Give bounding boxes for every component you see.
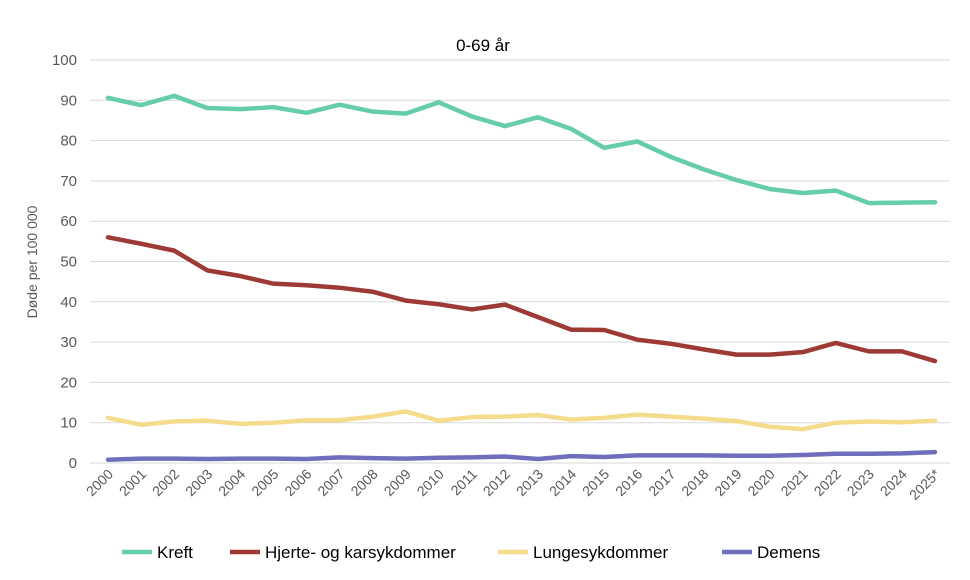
legend-item: Demens — [722, 543, 820, 562]
x-tick-label: 2018 — [678, 466, 711, 499]
x-tick-label: 2003 — [182, 466, 215, 499]
chart-title: 0-69 år — [456, 36, 510, 55]
series-line-hjerte-og-karsykdommer — [105, 235, 938, 364]
x-tick-labels: 2000 2001 2002 2003 2004 2005 2006 2007 2008 2009… — [83, 465, 944, 503]
y-tick-label: 60 — [60, 213, 77, 230]
legend-label: Hjerte- og karsykdommer — [265, 543, 456, 562]
x-tick-label: 2001 — [116, 466, 149, 499]
x-tick-label: 2008 — [347, 466, 380, 499]
x-tick-label: 2020 — [744, 466, 777, 499]
legend-item: Hjerte- og karsykdommer — [230, 543, 456, 562]
y-tick-label: 20 — [60, 374, 77, 391]
y-tick-label: 70 — [60, 173, 77, 190]
legend-item: Lungesykdommer — [498, 543, 668, 562]
x-tick-label: 2009 — [380, 466, 413, 499]
x-tick-label: 2012 — [480, 466, 513, 499]
series-line-demens — [105, 449, 938, 463]
y-tick-label: 0 — [69, 455, 77, 472]
x-tick-label: 2023 — [844, 466, 877, 499]
x-tick-label: 2019 — [711, 466, 744, 499]
y-tick-label: 40 — [60, 294, 77, 311]
x-tick-label: 2000 — [83, 466, 116, 499]
y-tick-label: 50 — [60, 254, 77, 271]
x-tick-label: 2004 — [215, 466, 248, 499]
series-lines — [105, 93, 938, 463]
x-tick-label: 2024 — [877, 466, 910, 499]
y-tick-label: 80 — [60, 133, 77, 150]
y-tick-labels: 0 10 20 30 40 50 60 70 80 90 100 — [52, 52, 77, 472]
x-tick-label: 2022 — [811, 466, 844, 499]
y-tick-label: 90 — [60, 92, 77, 109]
legend-label: Lungesykdommer — [533, 543, 668, 562]
x-tick-label: 2011 — [447, 466, 480, 499]
x-tick-label: 2015 — [579, 466, 612, 499]
x-tick-label: 2002 — [149, 466, 182, 499]
series-line-lungesykdommer — [105, 409, 938, 432]
legend: Kreft Hjerte- og karsykdommer Lungesykdomm… — [122, 543, 820, 562]
series-line-kreft — [105, 93, 938, 206]
x-tick-label: 2005 — [248, 466, 281, 499]
x-tick-label: 2025* — [906, 465, 944, 503]
legend-label: Demens — [757, 543, 820, 562]
x-tick-label: 2010 — [414, 466, 447, 499]
legend-item: Kreft — [122, 543, 193, 562]
x-tick-label: 2016 — [612, 466, 645, 499]
x-tick-label: 2013 — [513, 466, 546, 499]
x-tick-label: 2014 — [546, 466, 579, 499]
legend-label: Kreft — [157, 543, 193, 562]
y-tick-label: 30 — [60, 334, 77, 351]
x-tick-label: 2007 — [314, 466, 347, 499]
y-tick-label: 10 — [60, 415, 77, 432]
y-tick-label: 100 — [52, 52, 77, 69]
x-tick-label: 2017 — [645, 466, 678, 499]
x-tick-label: 2021 — [777, 466, 810, 499]
x-tick-label: 2006 — [281, 466, 314, 499]
y-axis-label: Døde per 100 000 — [24, 205, 40, 318]
